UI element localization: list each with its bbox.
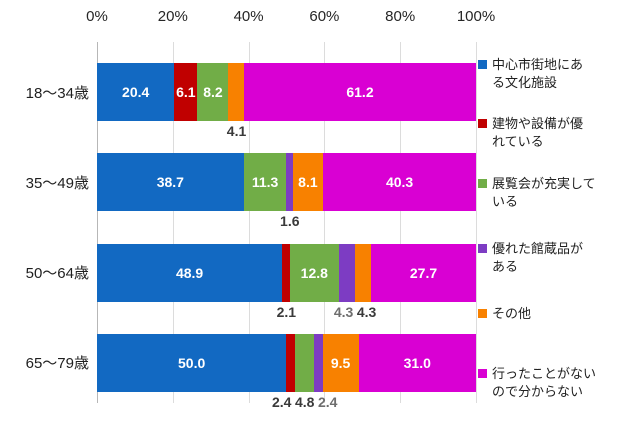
bar-label-inside: 38.7: [156, 174, 184, 191]
bar-segment: [286, 153, 293, 212]
bar-segment: 27.7: [371, 243, 476, 302]
gridline: [248, 42, 250, 403]
bar-segment: 20.4: [97, 63, 175, 121]
bar-row: 48.9 12.8 27.7: [97, 243, 476, 302]
bar-segment: [313, 333, 323, 392]
legend-label: 建物や設備が優 れている: [492, 116, 584, 150]
legend-item: その他: [478, 305, 531, 323]
legend-marker-icon: [478, 60, 487, 69]
bar-label-inside: 11.3: [251, 174, 279, 191]
bar-segment: [286, 333, 296, 392]
bar-label-below: 2.4: [271, 393, 292, 410]
bar-segment: 8.2: [197, 63, 229, 121]
gridline: [400, 42, 402, 403]
bar-segment: 6.1: [174, 63, 198, 121]
bar-segment: 11.3: [243, 153, 287, 212]
bar-segment: 8.1: [292, 153, 324, 212]
bar-label-inside: 9.5: [330, 354, 351, 371]
bar-segment: [354, 243, 372, 302]
x-axis-tick-label: 80%: [385, 8, 416, 25]
legend: 中心市街地にあ る文化施設 建物や設備が優 れている 展覧会が充実して いる 優れた館…: [478, 0, 619, 430]
bar-label-below: 2.4: [317, 393, 338, 410]
x-axis-tick-label: 20%: [157, 8, 188, 25]
legend-label: 優れた館蔵品が ある: [492, 241, 584, 275]
bar-segment: 40.3: [323, 153, 476, 212]
bar-label-inside: 6.1: [176, 84, 196, 100]
x-axis-tick-label: 40%: [233, 8, 264, 25]
bar-label-inside: 8.2: [203, 84, 223, 100]
bar-label-inside: 8.1: [298, 174, 318, 191]
legend-marker-icon: [478, 119, 487, 128]
bar-label-inside: 20.4: [122, 84, 150, 100]
bar-label-inside: 12.8: [300, 264, 328, 281]
x-axis-tick-label: 60%: [309, 8, 340, 25]
category-label: 65〜79歳: [25, 355, 89, 373]
legend-label: 行ったことがない ので分からない: [492, 366, 597, 400]
x-axis-tick-label: 100%: [456, 8, 496, 25]
bar-label-inside: 50.0: [178, 354, 206, 371]
gridline: [324, 42, 326, 403]
x-axis-tick-label: 0%: [86, 8, 108, 25]
legend-label: 中心市街地にあ る文化施設: [492, 57, 584, 91]
gridline: [172, 42, 174, 403]
bar-label-below: 2.1: [276, 303, 297, 320]
bar-label-inside: 48.9: [175, 264, 204, 281]
legend-marker-icon: [478, 369, 487, 378]
gridline: [476, 42, 477, 403]
bar-segment: 31.0: [358, 333, 476, 392]
legend-label: その他: [492, 306, 532, 321]
bar-label-below: 1.6: [280, 213, 300, 230]
bar-label-below: 4.1: [226, 123, 247, 139]
bar-segment: [282, 243, 291, 302]
legend-item: 優れた館蔵品が ある: [478, 240, 583, 276]
bar-row: 38.7 11.3 8.1 40.3: [97, 153, 476, 212]
legend-marker-icon: [478, 309, 487, 318]
bar-segment: [338, 243, 355, 302]
bar-segment: [228, 63, 245, 121]
bar-segment: 9.5: [322, 333, 359, 392]
legend-marker-icon: [478, 179, 487, 188]
bar-segment: [295, 333, 314, 392]
category-label: 18〜34歳: [25, 84, 89, 102]
bar-segment: 61.2: [244, 63, 476, 121]
bar-row: 50.0 9.5 31.0: [97, 333, 476, 392]
bar-label-below: 4.3: [333, 303, 354, 320]
bar-row: 20.4 6.1 8.2 61.2: [97, 63, 476, 121]
bar-segment: 50.0: [97, 333, 287, 392]
bar-segment: 12.8: [290, 243, 339, 302]
legend-item: 建物や設備が優 れている: [478, 115, 583, 151]
bar-label-inside: 27.7: [409, 264, 438, 281]
bar-label-inside: 40.3: [385, 174, 414, 191]
bar-label-inside: 31.0: [403, 354, 431, 371]
legend-label: 展覧会が充実して いる: [492, 176, 596, 210]
legend-item: 行ったことがない ので分からない: [478, 365, 596, 401]
legend-item: 展覧会が充実して いる: [478, 175, 596, 211]
legend-marker-icon: [478, 244, 487, 253]
bar-label-inside: 61.2: [346, 84, 374, 100]
legend-item: 中心市街地にあ る文化施設: [478, 56, 583, 92]
y-axis-line: [97, 42, 98, 403]
bar-segment: 48.9: [97, 243, 283, 302]
category-label: 50〜64歳: [25, 265, 89, 282]
category-label: 35〜49歳: [25, 174, 89, 192]
bar-label-below: 4.3: [356, 303, 377, 320]
bar-segment: 38.7: [97, 153, 244, 212]
bar-label-below: 4.8: [294, 393, 315, 410]
